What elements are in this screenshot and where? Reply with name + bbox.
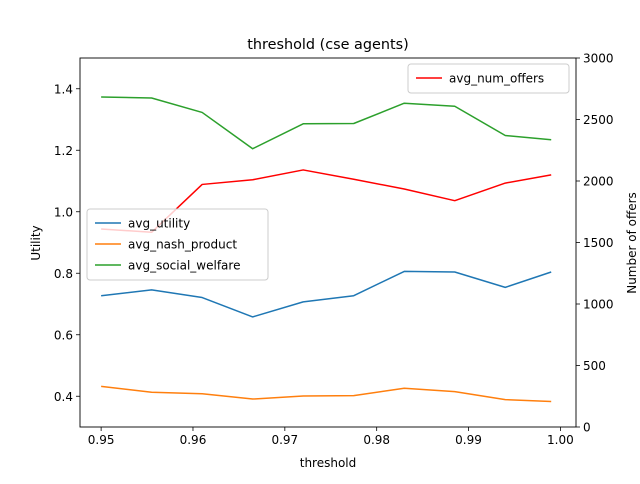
y2-tick-label: 2000: [583, 175, 614, 189]
x-axis-label: threshold: [300, 456, 357, 470]
series-line-avg-utility: [101, 270, 552, 318]
y2-axis-ticks: 0 500 1000 1500 2000 2500 3000: [576, 52, 614, 435]
legend-box: [86, 208, 269, 281]
y2-axis-label: Number of offers: [625, 192, 639, 294]
y2-tick-label: 3000: [583, 52, 614, 66]
y-tick-label: 1.2: [54, 144, 73, 158]
x-tick-label: 1.00: [547, 433, 574, 447]
y2-tick-label: 500: [583, 359, 606, 373]
legend-label: avg_num_offers: [449, 72, 544, 86]
y-tick-label: 0.6: [54, 328, 73, 342]
y2-tick-label: 0: [583, 421, 591, 435]
y-tick-label: 0.4: [54, 390, 73, 404]
x-axis-ticks: 0.95 0.96 0.97 0.98 0.99 1.00: [88, 427, 574, 447]
legend-right: avg_num_offers: [407, 63, 570, 94]
y-tick-label: 1.4: [54, 82, 73, 96]
y2-tick-label: 1500: [583, 236, 614, 250]
y-tick-label: 0.8: [54, 267, 73, 281]
series-line-avg-nash-product: [101, 385, 552, 403]
y-axis-ticks: 0.4 0.6 0.8 1.0 1.2 1.4: [54, 82, 80, 404]
x-tick-label: 0.99: [455, 433, 482, 447]
legend-label: avg_nash_product: [128, 238, 237, 252]
x-tick-label: 0.95: [88, 433, 115, 447]
x-tick-label: 0.98: [363, 433, 390, 447]
series-line-avg-num-offers: [101, 169, 552, 234]
legend-left: avg_utility avg_nash_product avg_social_we…: [86, 208, 269, 281]
legend-label: avg_utility: [128, 217, 190, 231]
chart-title: threshold (cse agents): [247, 37, 408, 53]
y2-tick-label: 2500: [583, 113, 614, 127]
x-tick-label: 0.96: [180, 433, 207, 447]
x-tick-label: 0.97: [271, 433, 298, 447]
y-tick-label: 1.0: [54, 205, 73, 219]
legend-box: [407, 63, 570, 94]
plot-frame: [79, 57, 577, 428]
legend-label: avg_social_welfare: [128, 259, 240, 273]
y2-tick-label: 1000: [583, 298, 614, 312]
series-lines: [101, 96, 552, 403]
series-line-avg-social-welfare: [101, 96, 552, 150]
y-axis-label: Utility: [29, 225, 43, 260]
